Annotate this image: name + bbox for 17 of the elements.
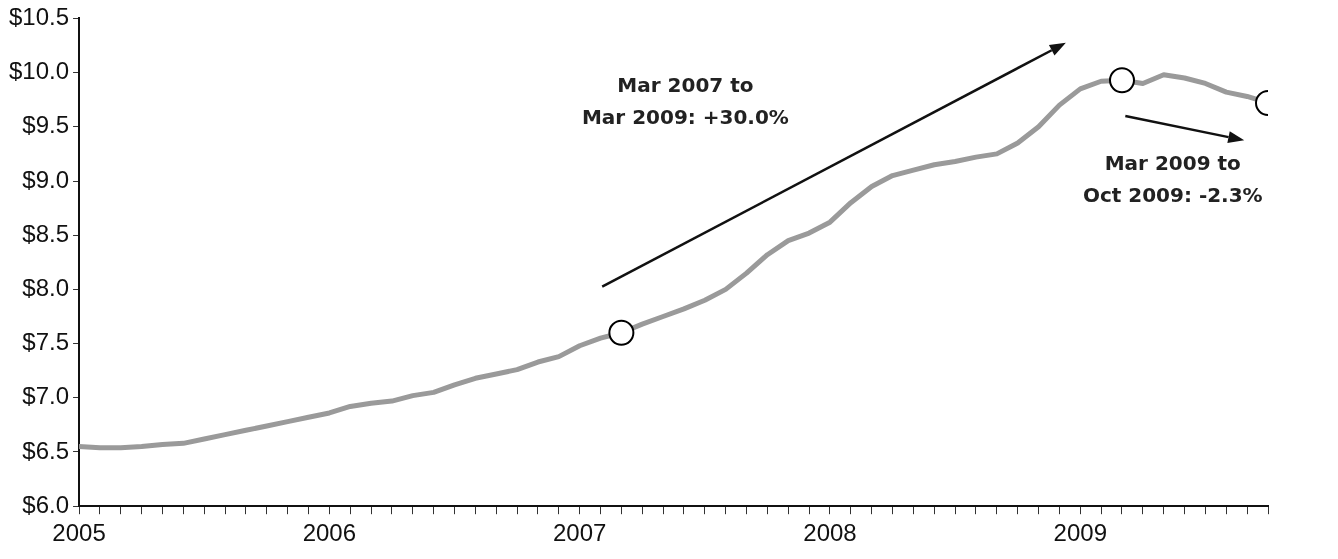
y-tick-label: $6.0 — [22, 490, 70, 518]
y-tick-label: $10.5 — [9, 3, 70, 31]
y-tick-label: $7.5 — [22, 328, 70, 356]
annotation: Mar 2007 to Mar 2009: +30.0% — [581, 72, 789, 132]
y-tick-label: $9.5 — [22, 111, 70, 139]
y-tick-label: $9.0 — [22, 165, 70, 193]
y-tick-label: $8.5 — [22, 219, 70, 247]
y-tick-label: $6.5 — [22, 436, 70, 464]
x-tick-label: 2005 — [52, 519, 106, 547]
x-tick-label: 2007 — [552, 519, 607, 547]
x-tick-label: 2006 — [302, 519, 357, 547]
y-tick-label: $8.0 — [22, 274, 70, 302]
x-tick-label: 2009 — [1053, 519, 1107, 547]
y-tick-label: $7.0 — [22, 382, 70, 410]
y-tick-label: $10.0 — [9, 57, 70, 85]
annotation: Mar 2009 to Oct 2009: -2.3% — [1082, 150, 1263, 210]
x-tick-label: 2008 — [803, 519, 857, 547]
